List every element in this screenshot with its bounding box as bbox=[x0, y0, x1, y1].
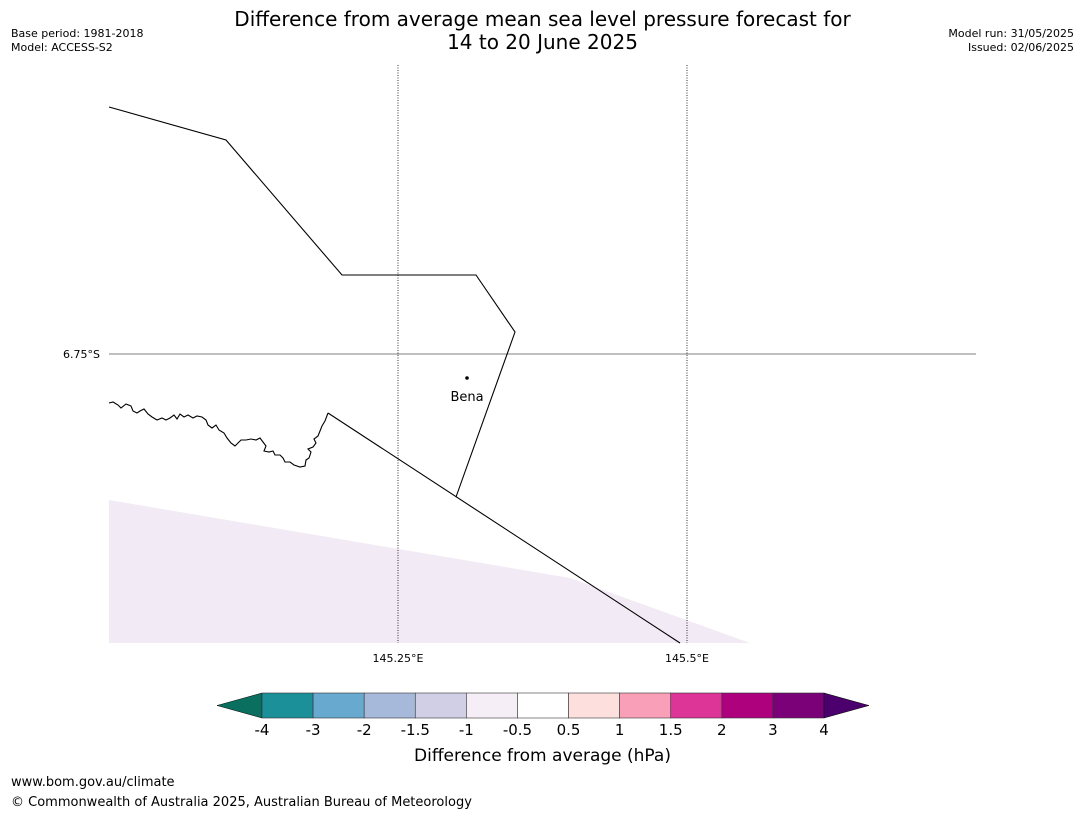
model-text: Model: ACCESS-S2 bbox=[11, 41, 113, 54]
meta-left: Base period: 1981-2018 Model: ACCESS-S2 bbox=[11, 27, 143, 55]
model-run-text: Model run: 31/05/2025 bbox=[948, 27, 1074, 40]
colorbar-over-triangle bbox=[823, 692, 870, 719]
colorbar-cell bbox=[517, 692, 569, 719]
colorbar-tick-label: 4 bbox=[819, 721, 829, 739]
colorbar-cell bbox=[466, 692, 518, 719]
colorbar-tick-label: -1 bbox=[458, 721, 474, 739]
colorbar-tick-label: -2 bbox=[356, 721, 372, 739]
colorbar-cell bbox=[414, 692, 467, 719]
bena-town-marker bbox=[465, 376, 469, 380]
colorbar-label: Difference from average (hPa) bbox=[414, 746, 671, 766]
colorbar-tick-label: -4 bbox=[254, 721, 270, 739]
title-line-2: 14 to 20 June 2025 bbox=[447, 30, 638, 54]
meta-right: Model run: 31/05/2025 Issued: 02/06/2025 bbox=[948, 27, 1074, 55]
colorbar bbox=[216, 692, 870, 719]
colorbar-tick-label: -1.5 bbox=[400, 721, 430, 739]
bena-label: Bena bbox=[450, 390, 483, 405]
colorbar-cell bbox=[619, 692, 672, 719]
title-line-1: Difference from average mean sea level p… bbox=[234, 7, 851, 31]
colorbar-tick-label: 0.5 bbox=[556, 721, 581, 739]
colorbar-cell bbox=[721, 692, 774, 719]
longitude-label-145-25: 145.25°E bbox=[373, 652, 424, 665]
river-boundary bbox=[108, 401, 329, 468]
base-period-text: Base period: 1981-2018 bbox=[11, 27, 144, 40]
colorbar-tick-label: 2 bbox=[717, 721, 727, 739]
longitude-label-145-5: 145.5°E bbox=[665, 652, 709, 665]
anomaly-shaded-region bbox=[109, 500, 750, 643]
colorbar-tick-label: 1.5 bbox=[658, 721, 683, 739]
colorbar-tick-label: 1 bbox=[614, 721, 625, 739]
colorbar-tick-label: 3 bbox=[768, 721, 778, 739]
page-title: Difference from average mean sea level p… bbox=[0, 8, 1085, 54]
footer-copyright: © Commonwealth of Australia 2025, Austra… bbox=[11, 795, 472, 810]
colorbar-cell bbox=[568, 692, 620, 719]
colorbar-cell bbox=[261, 692, 314, 719]
colorbar-tick-label: -0.5 bbox=[502, 721, 533, 739]
colorbar-cell bbox=[772, 692, 825, 719]
colorbar-under-triangle bbox=[216, 692, 263, 719]
colorbar-tick-label: -3 bbox=[305, 721, 321, 739]
province-boundary-north bbox=[108, 106, 516, 498]
issued-text: Issued: 02/06/2025 bbox=[967, 41, 1074, 54]
colorbar-cell bbox=[312, 692, 365, 719]
province-boundary-south bbox=[327, 412, 681, 644]
colorbar-cell bbox=[670, 692, 723, 719]
footer-url[interactable]: www.bom.gov.au/climate bbox=[11, 775, 175, 790]
latitude-label: 6.75°S bbox=[63, 348, 100, 361]
colorbar-cell bbox=[363, 692, 416, 719]
